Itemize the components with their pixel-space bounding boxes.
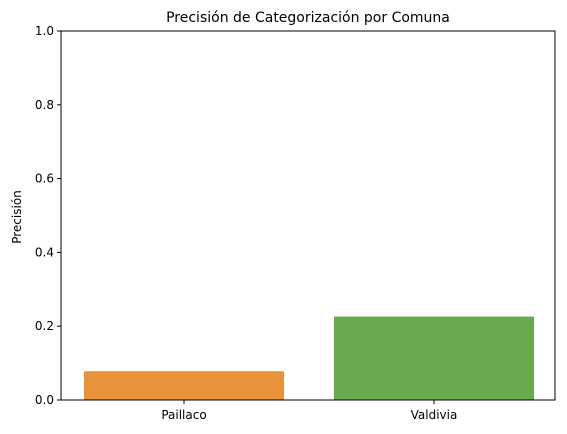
y-tick-label: 0.0 [35,393,54,407]
y-tick-label: 1.0 [35,24,54,38]
y-axis-ticks: 0.0 0.2 0.4 0.6 0.8 1.0 [35,24,61,407]
chart-title: Precisión de Categorización por Comuna [166,10,450,26]
y-tick-label: 0.8 [35,98,54,112]
y-tick-label: 0.2 [35,319,54,333]
x-axis-ticks: Paillaco Valdivia [161,400,457,422]
y-axis-label: Precisión [10,190,24,244]
bar-paillaco [84,371,284,400]
y-tick-label: 0.4 [35,245,54,259]
plot-frame [60,30,556,401]
bars-group [84,316,534,400]
bar-valdivia [334,316,534,400]
x-tick-label: Paillaco [161,408,206,422]
x-tick-label: Valdivia [411,408,458,422]
y-tick-label: 0.6 [35,172,54,186]
